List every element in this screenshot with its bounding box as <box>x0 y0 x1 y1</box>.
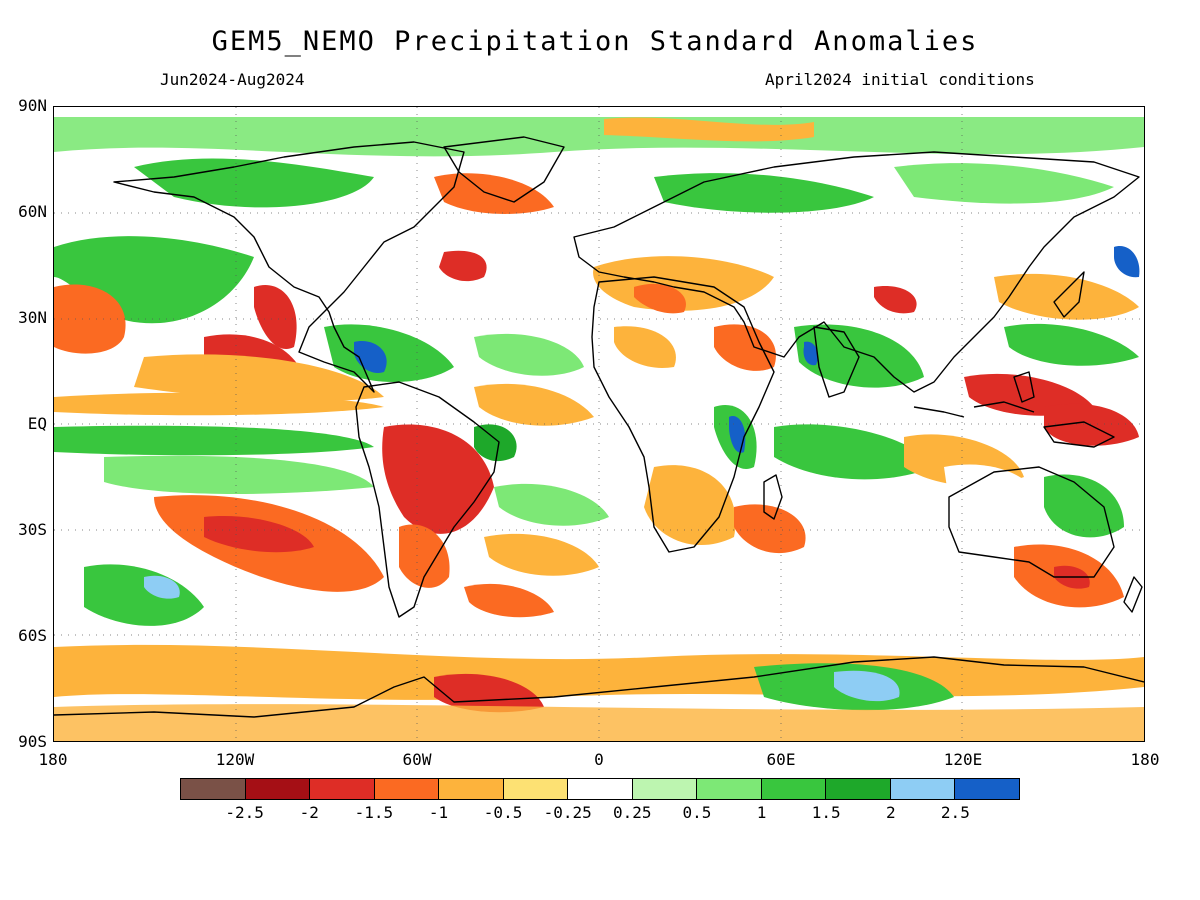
lat-label-60n: 60N <box>18 202 47 221</box>
lat-label-90s: 90S <box>18 732 47 751</box>
colorbar-swatch <box>955 779 1019 799</box>
colorbar-swatch <box>761 779 827 799</box>
colorbar-tick-label: -1 <box>428 803 449 822</box>
colorbar-swatch <box>374 779 440 799</box>
colorbar-tick-label: 0.5 <box>682 803 712 822</box>
lat-label-60s: 60S <box>18 626 47 645</box>
colorbar-swatch <box>697 779 762 799</box>
colorbar-swatch <box>503 779 569 799</box>
lon-label-0: 0 <box>594 750 604 769</box>
initial-conditions-label: April2024 initial conditions <box>765 70 1035 89</box>
colorbar <box>180 778 1020 800</box>
lon-label-120e: 120E <box>943 750 983 769</box>
colorbar-swatch <box>890 779 956 799</box>
colorbar-tick-label: -2.5 <box>225 803 264 822</box>
anomaly-field <box>54 117 1144 741</box>
colorbar-swatch <box>826 779 891 799</box>
map-title: GEM5_NEMO Precipitation Standard Anomali… <box>211 26 979 57</box>
colorbar-swatch <box>310 779 375 799</box>
lon-label-60w: 60W <box>402 750 432 769</box>
coastlines <box>54 136 1144 718</box>
lat-label-30n: 30N <box>18 308 47 327</box>
lat-label-eq: EQ <box>27 414 47 433</box>
colorbar-swatch <box>632 779 698 799</box>
colorbar-swatch <box>181 779 246 799</box>
colorbar-tick-label: -0.5 <box>483 803 523 822</box>
lat-label-30s: 30S <box>18 520 47 539</box>
lon-label-120w: 120W <box>215 750 255 769</box>
colorbar-tick-label: 1 <box>756 803 767 822</box>
colorbar-swatch <box>439 779 504 799</box>
colorbar-tick-label: 2.5 <box>940 803 970 822</box>
colorbar-tick-label: 0.25 <box>613 803 652 822</box>
lat-label-90n: 90N <box>18 96 47 115</box>
colorbar-tick-label: -1.5 <box>354 803 394 822</box>
colorbar-tick-label: 1.5 <box>811 803 841 822</box>
colorbar-tick-label: 2 <box>885 803 896 822</box>
lon-label-180e: 180 <box>1130 750 1160 769</box>
colorbar-swatch <box>568 779 633 799</box>
colorbar-swatch <box>245 779 311 799</box>
colorbar-tick-label: -2 <box>299 803 319 822</box>
anomaly-map <box>53 106 1145 742</box>
lon-label-60e: 60E <box>766 750 796 769</box>
season-label: Jun2024-Aug2024 <box>160 70 305 89</box>
graticule <box>54 107 1144 741</box>
colorbar-tick-label: -0.25 <box>543 803 592 822</box>
lon-label-180w: 180 <box>38 750 68 769</box>
